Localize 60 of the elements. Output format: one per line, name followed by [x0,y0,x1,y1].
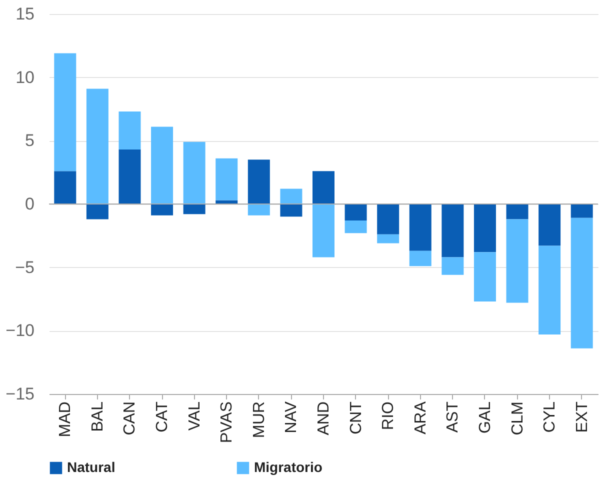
bar [506,204,528,220]
y-tick-label: −10 [6,321,34,340]
bar [280,188,302,204]
bar [216,158,238,200]
x-tick-label: GAL [476,401,494,434]
bar [570,218,593,348]
bar [344,204,367,220]
x-tick-label: AST [444,401,462,433]
bar [216,200,238,204]
y-tick-label: 0 [25,194,34,214]
bar [506,219,528,303]
bar [442,204,464,258]
y-tick-label: 5 [25,131,34,150]
bar [183,204,206,214]
y-tick-label: −5 [15,258,34,277]
x-tick-label: BAL [89,401,106,432]
x-tick-label: CNT [348,401,365,434]
x-tick-label: MAD [57,402,74,438]
y-tick-label: 15 [16,4,34,24]
legend-label: Natural [67,459,116,475]
bar [538,204,561,246]
x-tick-label: PVAS [218,402,236,443]
bar [54,171,76,204]
bar [538,246,561,334]
bar [344,220,367,234]
x-tick-label: MUR [250,402,268,438]
x-tick-label: CAT [154,401,172,432]
x-tick-label: CAN [122,402,139,436]
bar [86,204,108,220]
bar [474,204,496,252]
bar [409,204,432,251]
bar [54,53,76,172]
bar [409,250,432,266]
bar [183,142,206,204]
x-tick-label: CLM [509,402,526,436]
x-tick-label: EXT [574,401,591,433]
x-tick-label: VAL [186,401,204,431]
bar [570,204,593,218]
x-tick-label: RIO [380,402,398,430]
bar [377,234,400,244]
bar [280,204,302,217]
x-tick-label: AND [316,402,332,436]
bar [312,171,334,204]
legend-label: Migratorio [254,459,322,475]
bar [248,160,270,204]
x-tick-label: NAV [283,401,300,434]
y-tick-label: −15 [6,384,34,404]
bar [151,126,174,204]
bar [86,88,108,204]
bar [312,204,334,258]
bar [474,252,496,302]
bar [248,204,270,216]
y-tick-label: 10 [16,68,34,87]
bar [118,150,141,204]
x-tick-label: ARA [412,401,430,434]
bar [151,204,174,216]
bar [377,204,400,234]
bar [118,112,141,150]
x-tick-label: CYL [542,401,559,433]
bar [442,257,464,275]
